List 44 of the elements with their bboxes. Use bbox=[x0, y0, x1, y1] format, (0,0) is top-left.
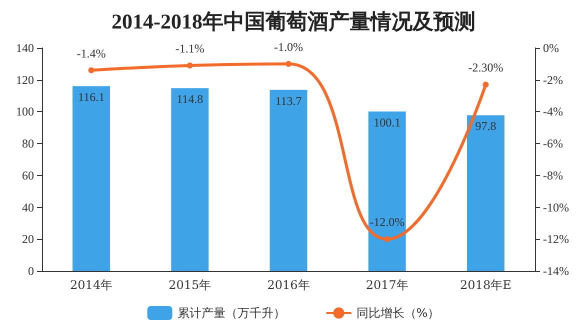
y-tick-label: 80 bbox=[22, 136, 34, 151]
y2-tick-label: -14% bbox=[543, 264, 569, 278]
data-label: -1.1% bbox=[175, 42, 204, 56]
y-tick-label: 60 bbox=[22, 168, 34, 182]
data-label: 114.8 bbox=[176, 92, 204, 106]
chart-title: 2014-2018年中国葡萄酒产量情况及预测 bbox=[112, 10, 476, 34]
point bbox=[186, 62, 193, 69]
bar bbox=[270, 90, 308, 271]
point bbox=[384, 236, 390, 242]
legend-label: 同比增长（%） bbox=[356, 306, 440, 320]
y2-tick-label: -10% bbox=[543, 200, 569, 214]
y2-tick-label: -12% bbox=[543, 232, 569, 246]
x-tick-label: 2016年 bbox=[267, 278, 310, 292]
x-tick-label: 2018年E bbox=[460, 278, 512, 292]
bar bbox=[72, 86, 110, 271]
bar bbox=[466, 115, 504, 271]
x-tick-label: 2014年 bbox=[70, 278, 113, 292]
data-label: -1.0% bbox=[274, 40, 303, 54]
y-tick-label: 40 bbox=[22, 200, 34, 214]
point bbox=[482, 82, 489, 88]
y2-tick-label: 0% bbox=[543, 41, 559, 55]
y-tick-label: 0 bbox=[28, 264, 34, 278]
data-label: 113.7 bbox=[275, 94, 302, 108]
bar bbox=[171, 88, 209, 271]
data-label: -12.0% bbox=[370, 215, 405, 230]
bar bbox=[368, 112, 406, 271]
y-tick-label: 20 bbox=[22, 232, 34, 246]
y2-tick-label: -4% bbox=[543, 104, 563, 119]
y2-tick-label: -2% bbox=[543, 72, 563, 87]
data-label: 97.8 bbox=[475, 119, 496, 134]
point bbox=[88, 67, 94, 74]
data-label: -1.4% bbox=[76, 46, 106, 60]
x-tick-label: 2017年 bbox=[366, 278, 408, 292]
y2-tick-label: -8% bbox=[543, 168, 563, 182]
point bbox=[286, 60, 292, 67]
y2-tick-label: -6% bbox=[543, 136, 563, 151]
data-label: 116.1 bbox=[78, 90, 105, 104]
y-tick-label: 140 bbox=[16, 41, 34, 55]
data-label: 100.1 bbox=[374, 116, 401, 130]
y-tick-label: 120 bbox=[16, 72, 34, 87]
x-tick-label: 2015年 bbox=[168, 278, 212, 292]
legend-label: 累计产量（万千升） bbox=[177, 306, 286, 320]
y-tick-label: 100 bbox=[16, 104, 34, 119]
data-label: -2.30% bbox=[468, 60, 504, 75]
